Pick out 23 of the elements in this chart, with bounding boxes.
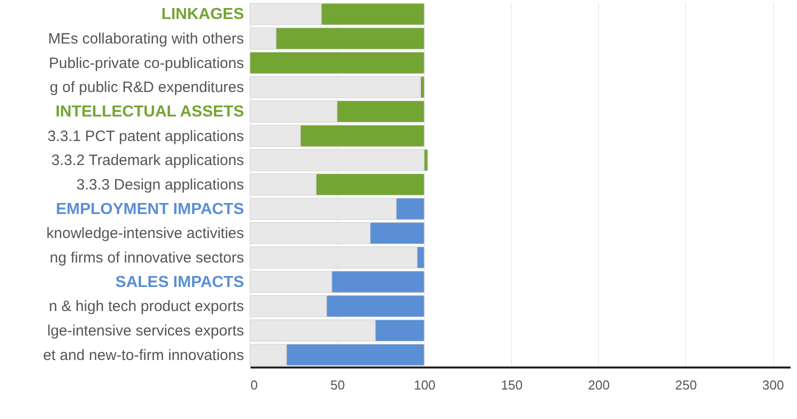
y-tick-label: Public-private co-publications — [48, 54, 244, 72]
y-tick-label: SALES IMPACTS — [115, 274, 244, 291]
y-tick-label: g of public R&D expenditures — [50, 79, 244, 96]
x-tick-label: 250 — [675, 378, 697, 392]
x-tick-label: 0 — [250, 378, 258, 392]
y-tick-label: LINKAGES — [161, 6, 244, 24]
y-tick-label: lge-intensive services exports — [47, 322, 244, 340]
y-tick-label: INTELLECTUAL ASSETS — [56, 104, 244, 120]
x-tick-label: 50 — [330, 378, 345, 392]
y-tick-label: knowledge-intensive activities — [46, 225, 244, 242]
y-tick-label: 3.3.2 Trademark applications — [51, 152, 244, 170]
y-tick-label: 3.3.3 Design applications — [76, 176, 244, 194]
y-tick-label: EMPLOYMENT IMPACTS — [56, 200, 244, 218]
x-tick-label: 300 — [762, 378, 784, 392]
y-tick-label: ng firms of innovative sectors — [50, 250, 244, 266]
bar — [250, 52, 424, 74]
y-tick-label: MEs collaborating with others — [48, 30, 244, 48]
y-tick-label: n & high tech product exports — [48, 298, 244, 316]
x-tick-label: 150 — [500, 378, 523, 392]
y-tick-label: 3.3.1 PCT patent applications — [47, 128, 244, 145]
y-tick-label: et and new-to-firm innovations — [43, 346, 244, 364]
x-tick-label: 200 — [588, 378, 610, 392]
x-tick-label: 100 — [414, 378, 436, 392]
